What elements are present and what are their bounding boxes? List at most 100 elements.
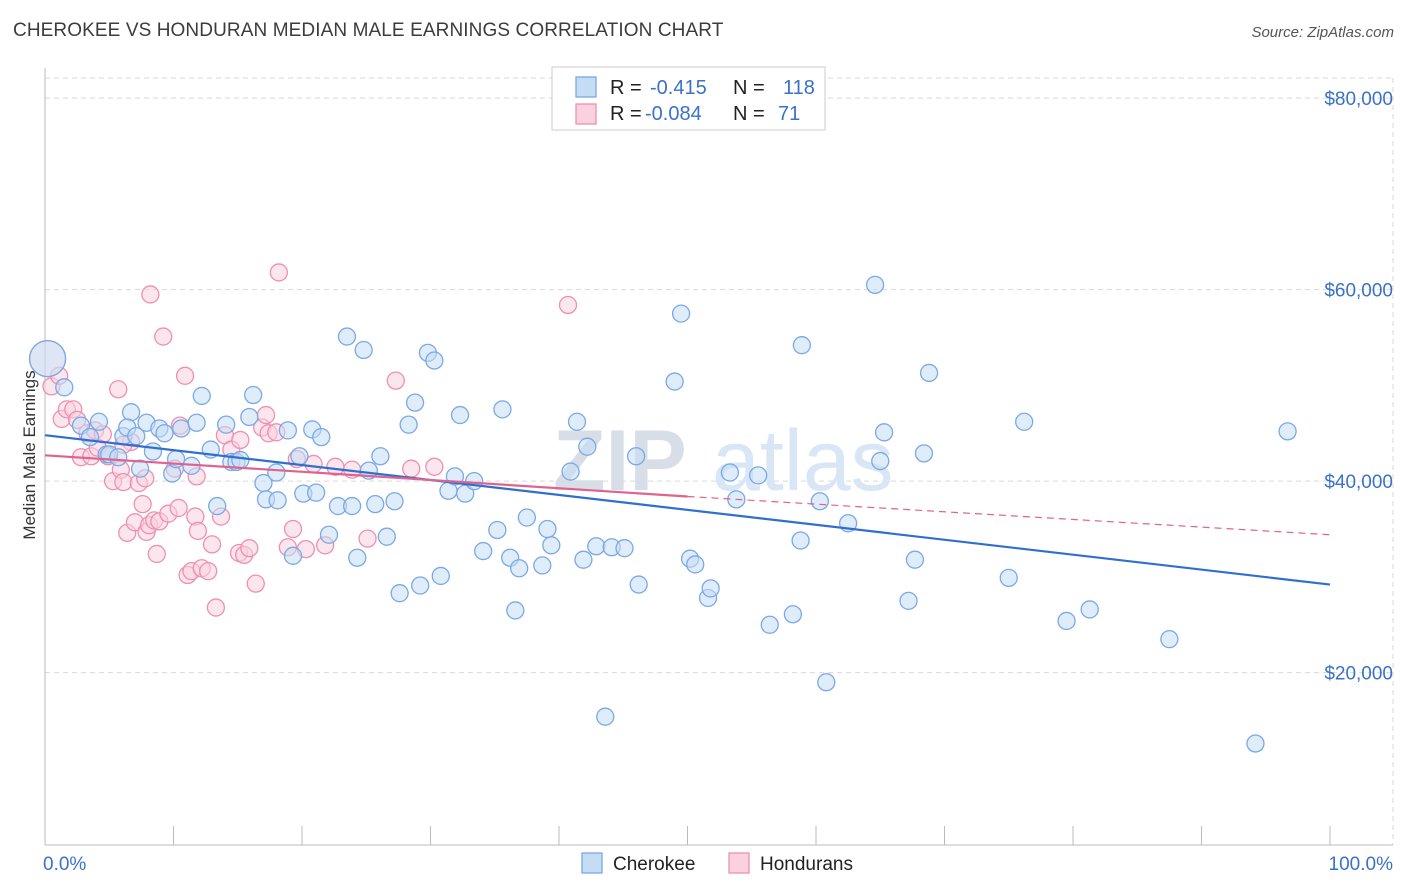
cherokee-point — [791, 531, 810, 550]
cherokee-point — [377, 527, 396, 546]
legend-swatch-cherokee — [575, 76, 597, 98]
hondurans-trend-line-dashed — [687, 495, 1331, 536]
cherokee-point — [208, 496, 227, 516]
cherokee-point — [686, 555, 705, 574]
bottom-legend-swatch-cherokee — [581, 852, 603, 874]
trend-lines — [44, 434, 1331, 586]
legend-r-label: R = — [610, 103, 642, 125]
legend: R = -0.415 N = 118 R = -0.084 N = 71 — [551, 66, 826, 131]
cherokee-point — [574, 550, 593, 569]
cherokee-point — [89, 412, 109, 431]
cherokee-point — [999, 568, 1018, 588]
legend-box — [551, 66, 826, 131]
hondurans-point — [402, 459, 421, 478]
bottom-legend-swatch-hondurans — [728, 852, 750, 874]
cherokee-points — [28, 275, 1297, 753]
cherokee-point — [506, 601, 525, 620]
cherokee-point — [267, 463, 286, 482]
cherokee-point — [405, 393, 425, 412]
cherokee-point — [1246, 734, 1265, 753]
cherokee-point — [665, 372, 684, 391]
cherokee-point — [425, 351, 444, 370]
hondurans-point — [240, 539, 259, 558]
legend-r-value: -0.415 — [650, 77, 707, 99]
hondurans-point — [188, 521, 208, 541]
hondurans-point — [175, 366, 195, 385]
cherokee-point — [187, 413, 206, 432]
cherokee-point — [121, 403, 141, 422]
bottom-legend: Cherokee Hondurans — [581, 852, 853, 875]
cherokee-point — [306, 483, 326, 502]
hondurans-point — [246, 574, 265, 593]
watermark: ZIP atlas — [553, 413, 894, 509]
cherokee-point — [109, 448, 128, 467]
cherokee-point — [348, 548, 367, 567]
cherokee-point — [578, 437, 597, 456]
cherokee-point — [671, 304, 691, 323]
legend-r-value: -0.084 — [645, 103, 702, 125]
cherokee-point — [283, 546, 303, 565]
cherokee-point — [278, 421, 298, 440]
legend-n-label: N = — [733, 77, 765, 99]
x-tick-labels: 0.0% 100.0% — [43, 854, 1393, 875]
cherokee-point — [810, 492, 830, 511]
y-tick-label: $80,000 — [1324, 89, 1393, 110]
cherokee-point — [561, 462, 580, 481]
cherokee-point — [538, 519, 557, 539]
cherokee-point — [55, 378, 74, 397]
cherokee-point — [874, 423, 894, 442]
hondurans-point — [231, 430, 250, 450]
legend-n-value: 118 — [783, 77, 815, 99]
cherokee-point — [488, 520, 507, 540]
cherokee-point — [465, 471, 484, 491]
hondurans-point — [154, 327, 173, 346]
cherokee-point — [431, 566, 450, 586]
cherokee-point — [28, 339, 67, 378]
cherokee-point — [701, 579, 720, 598]
y-tick-label: $40,000 — [1324, 472, 1393, 493]
cherokee-point — [217, 415, 236, 434]
cherokee-point — [720, 463, 740, 482]
hondurans-point — [202, 535, 222, 554]
chart-title: CHEROKEE VS HONDURAN MEDIAN MALE EARNING… — [13, 20, 724, 41]
cherokee-point — [411, 576, 430, 595]
cherokee-point — [268, 491, 287, 510]
hondurans-point — [283, 519, 303, 539]
cherokee-point — [1160, 629, 1179, 649]
hondurans-points — [28, 263, 578, 617]
cherokee-point — [783, 605, 803, 624]
cherokee-point — [871, 451, 890, 471]
hondurans-point — [386, 371, 405, 390]
cherokee-point — [914, 444, 934, 463]
cherokee-point — [533, 556, 552, 575]
cherokee-point — [517, 508, 537, 527]
cherokee-point — [319, 525, 339, 544]
cherokee-point — [290, 447, 309, 466]
cherokee-point — [390, 584, 409, 603]
cherokee-point — [240, 407, 259, 427]
hondurans-point — [558, 295, 578, 315]
cherokee-point — [366, 494, 385, 514]
cherokee-point — [354, 340, 373, 360]
cherokee-point — [337, 327, 357, 346]
hondurans-point — [199, 562, 218, 581]
cherokee-point — [385, 492, 404, 511]
cherokee-point — [1057, 611, 1076, 631]
cherokee-point — [155, 424, 174, 443]
cherokee-point — [792, 336, 812, 355]
cherokee-point — [371, 447, 390, 466]
cherokee-point — [399, 415, 418, 434]
bottom-legend-hondurans: Hondurans — [760, 854, 853, 875]
y-tick-labels: $20,000 $40,000 $60,000 $80,000 — [1324, 89, 1393, 685]
hondurans-point — [358, 529, 377, 548]
cherokee-point — [567, 412, 587, 431]
hondurans-point — [147, 544, 166, 564]
cherokee-point — [905, 550, 925, 569]
bottom-legend-cherokee: Cherokee — [613, 854, 695, 875]
cherokee-point — [192, 386, 211, 406]
cherokee-point — [865, 275, 885, 295]
cherokee-point — [629, 575, 648, 594]
cherokee-point — [817, 673, 836, 692]
cherokee-point — [231, 450, 250, 470]
